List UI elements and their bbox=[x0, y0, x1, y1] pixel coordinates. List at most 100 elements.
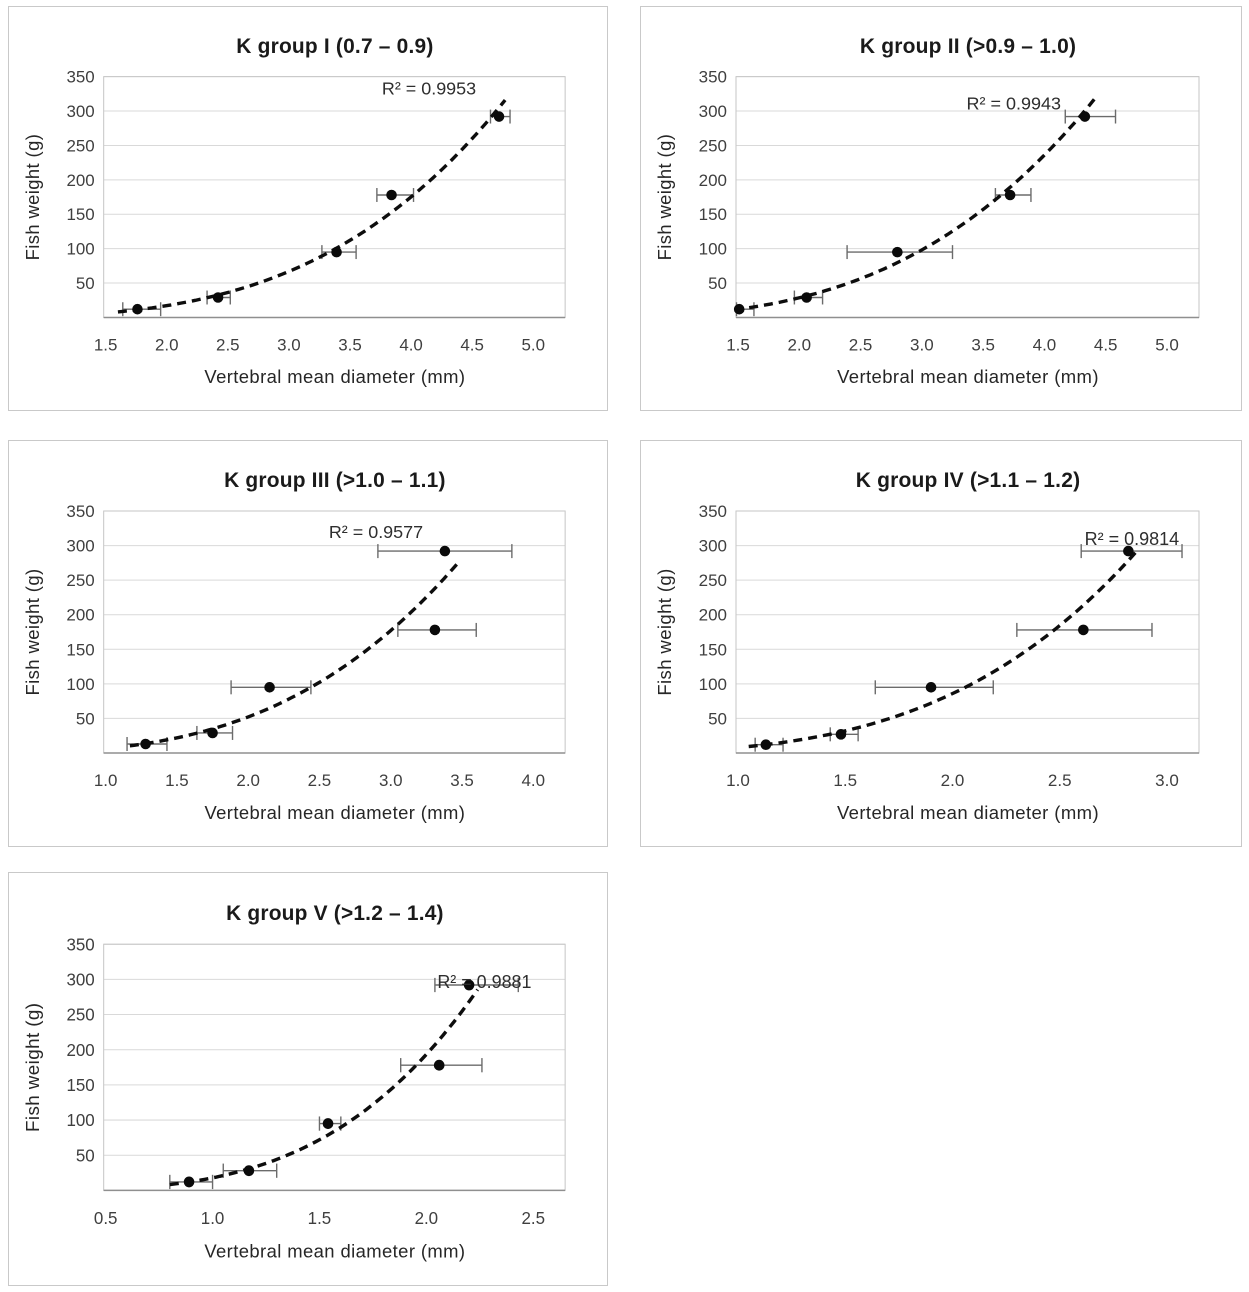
chart-panel-k-group-1: 50 100 150 200 250 300 350 1.5 2.0 2.5 3.0 3.5 4.0 4.… bbox=[8, 6, 608, 411]
data-point-marker bbox=[1004, 189, 1016, 201]
data-point-marker bbox=[760, 739, 772, 751]
x-tick-label: 1.0 bbox=[201, 1209, 225, 1228]
y-tick-label: 250 bbox=[66, 136, 94, 155]
x-tick-label: 3.0 bbox=[277, 335, 301, 354]
x-tick-label: 2.5 bbox=[1048, 771, 1072, 790]
y-tick-label: 250 bbox=[699, 571, 727, 590]
y-tick-label: 150 bbox=[66, 640, 94, 659]
data-point-marker bbox=[322, 1118, 334, 1129]
x-tick-label: 2.0 bbox=[415, 1209, 439, 1228]
data-point-marker bbox=[733, 303, 745, 315]
y-tick-label: 100 bbox=[699, 240, 727, 259]
y-tick-label: 250 bbox=[66, 1005, 94, 1024]
r-squared-label: R² = 0.9577 bbox=[329, 522, 423, 542]
data-point-marker bbox=[925, 682, 937, 693]
x-tick-label: 5.0 bbox=[1155, 335, 1179, 354]
x-axis-title: Vertebral mean diameter (mm) bbox=[205, 802, 466, 823]
y-tick-label: 150 bbox=[66, 205, 94, 224]
x-tick-label: 1.5 bbox=[165, 771, 189, 790]
x-tick-label: 3.0 bbox=[910, 335, 934, 354]
chart-panel-k-group-3: 50 100 150 200 250 300 350 1.0 1.5 2.0 2.5 3.0 3.5 4.… bbox=[8, 440, 608, 847]
x-tick-label: 4.0 bbox=[1033, 335, 1057, 354]
x-tick-label: 3.5 bbox=[450, 771, 474, 790]
y-tick-label: 350 bbox=[699, 502, 727, 521]
y-tick-label: 300 bbox=[699, 102, 727, 121]
data-point-marker bbox=[433, 1059, 445, 1071]
y-tick-label: 100 bbox=[66, 1111, 94, 1130]
data-point-marker bbox=[207, 727, 218, 739]
y-axis-title: Fish weight (g) bbox=[22, 134, 43, 261]
x-tick-label: 2.0 bbox=[787, 335, 811, 354]
chart-panel-k-group-4: 50 100 150 200 250 300 350 1.0 1.5 2.0 2.5 3.0 K gr… bbox=[640, 440, 1242, 847]
x-tick-label: 2.0 bbox=[941, 771, 965, 790]
y-tick-label: 50 bbox=[76, 1146, 95, 1165]
x-tick-label: 2.5 bbox=[216, 335, 240, 354]
trendline-dashed bbox=[129, 558, 462, 748]
data-point-marker bbox=[212, 292, 224, 303]
trendline-dashed bbox=[117, 98, 507, 314]
y-tick-label: 350 bbox=[699, 68, 727, 87]
y-tick-label: 100 bbox=[66, 240, 94, 259]
data-point-marker bbox=[331, 246, 342, 258]
y-axis-title: Fish weight (g) bbox=[654, 568, 675, 695]
x-tick-label: 2.0 bbox=[236, 771, 260, 790]
y-tick-label: 150 bbox=[66, 1076, 94, 1095]
y-tick-label: 50 bbox=[708, 709, 727, 728]
plot-svg: 50 100 150 200 250 300 350 1.5 2.0 2.5 3.0 3.5 4.0 4.… bbox=[654, 35, 1200, 387]
r-squared-label: R² = 0.9881 bbox=[437, 972, 531, 992]
x-tick-label: 1.5 bbox=[726, 335, 750, 354]
y-tick-label: 300 bbox=[66, 102, 94, 121]
x-tick-label: 1.5 bbox=[308, 1209, 332, 1228]
data-point-marker bbox=[132, 303, 143, 315]
r-squared-label: R² = 0.9943 bbox=[967, 94, 1061, 114]
data-point-marker bbox=[264, 682, 275, 693]
x-tick-label: 4.0 bbox=[399, 335, 423, 354]
x-axis-title: Vertebral mean diameter (mm) bbox=[837, 366, 1099, 387]
y-tick-label: 200 bbox=[699, 171, 727, 190]
y-tick-label: 300 bbox=[66, 537, 94, 556]
chart-title: K group I (0.7 – 0.9) bbox=[236, 35, 433, 58]
r-squared-label: R² = 0.9953 bbox=[382, 79, 476, 99]
data-point-marker bbox=[183, 1176, 195, 1188]
r-squared-label: R² = 0.9814 bbox=[1085, 529, 1180, 549]
x-axis-title: Vertebral mean diameter (mm) bbox=[204, 1240, 465, 1261]
x-tick-label: 4.5 bbox=[1094, 335, 1118, 354]
data-point-marker bbox=[835, 729, 847, 740]
y-tick-label: 200 bbox=[66, 171, 94, 190]
y-axis-title: Fish weight (g) bbox=[22, 1003, 43, 1132]
plot-svg: 50 100 150 200 250 300 350 1.0 1.5 2.0 2.5 3.0 3.5 4.… bbox=[22, 469, 566, 823]
y-tick-label: 50 bbox=[76, 709, 95, 728]
x-tick-label: 2.5 bbox=[521, 1209, 545, 1228]
x-tick-label: 1.5 bbox=[94, 335, 118, 354]
data-point-marker bbox=[801, 292, 812, 303]
chart-title: K group II (>0.9 – 1.0) bbox=[860, 35, 1076, 58]
y-tick-label: 200 bbox=[699, 606, 727, 625]
y-tick-label: 350 bbox=[66, 502, 94, 521]
y-tick-label: 100 bbox=[66, 675, 94, 694]
chart-title: K group III (>1.0 – 1.1) bbox=[224, 469, 446, 492]
y-tick-label: 150 bbox=[699, 205, 727, 224]
trendline-dashed bbox=[169, 988, 480, 1187]
y-tick-label: 150 bbox=[699, 640, 727, 659]
x-tick-label: 1.0 bbox=[94, 771, 118, 790]
plot-svg: 50 100 150 200 250 300 350 1.5 2.0 2.5 3.0 3.5 4.0 4.… bbox=[22, 35, 566, 387]
x-tick-label: 1.5 bbox=[833, 771, 857, 790]
data-point-marker bbox=[1078, 624, 1089, 636]
data-point-marker bbox=[463, 979, 475, 991]
y-tick-label: 350 bbox=[66, 935, 94, 954]
trendline-dashed bbox=[748, 547, 1141, 749]
y-tick-label: 250 bbox=[699, 136, 727, 155]
plot-svg: 50 100 150 200 250 300 350 0.5 1.0 1.5 2.0 2.5 K gr… bbox=[22, 902, 566, 1262]
chart-title: K group V (>1.2 – 1.4) bbox=[226, 902, 444, 925]
y-tick-label: 250 bbox=[66, 571, 94, 590]
x-tick-label: 4.0 bbox=[521, 771, 545, 790]
y-tick-label: 50 bbox=[708, 274, 727, 293]
data-point-marker bbox=[1079, 111, 1091, 122]
x-axis-title: Vertebral mean diameter (mm) bbox=[204, 366, 465, 387]
x-tick-label: 3.0 bbox=[379, 771, 403, 790]
y-tick-label: 350 bbox=[66, 68, 94, 87]
trendline-dashed bbox=[734, 94, 1099, 312]
x-tick-label: 3.0 bbox=[1155, 771, 1179, 790]
plot-svg: 50 100 150 200 250 300 350 1.0 1.5 2.0 2.5 3.0 K gr… bbox=[654, 469, 1200, 823]
